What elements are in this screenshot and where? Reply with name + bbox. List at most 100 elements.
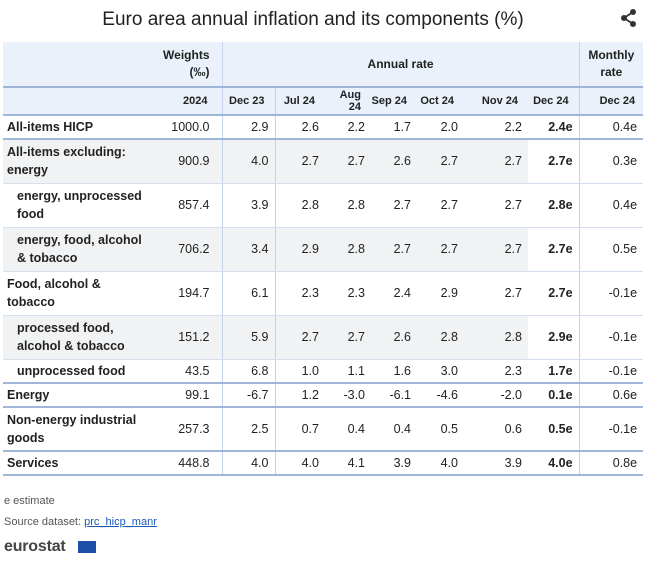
annual-rate-cell: 3.4 <box>222 227 276 272</box>
annual-rate-header: Annual rate <box>222 42 580 87</box>
eu-flag-icon <box>78 541 96 553</box>
row-label: Food, alcohol & tobacco <box>3 271 151 316</box>
annual-rate-cell: 4.0e <box>528 450 580 476</box>
annual-rate-cell: 2.3 <box>275 271 325 316</box>
monthly-rate-cell: 0.6e <box>579 382 644 408</box>
annual-rate-cell: 3.9 <box>464 450 528 476</box>
header-blank-cell <box>3 42 151 87</box>
table-row: All-items HICP 1000.0 2.9 2.6 2.2 1.7 2.0 2.2 2.… <box>3 115 644 140</box>
share-icon[interactable] <box>619 8 639 28</box>
annual-rate-cell: -3.0 <box>325 382 371 408</box>
monthly-rate-cell: 0.4e <box>579 183 644 228</box>
row-label: unprocessed food <box>3 359 151 384</box>
annual-rate-cell: 0.5e <box>528 406 580 452</box>
month-header: Nov 24 <box>464 86 528 116</box>
weight-cell: 194.7 <box>151 271 223 316</box>
table-row: Services 448.8 4.0 4.0 4.1 3.9 4.0 3.9 4.0e 0.8e <box>3 450 644 476</box>
weight-cell: 43.5 <box>151 359 223 384</box>
eurostat-logo: eurostat <box>4 538 66 555</box>
annual-rate-cell: 0.1e <box>528 382 580 408</box>
annual-rate-cell: 0.5 <box>417 406 464 452</box>
row-label: energy, unprocessed food <box>3 183 151 228</box>
annual-rate-cell: 2.7 <box>417 183 464 228</box>
annual-rate-cell: 2.7 <box>464 227 528 272</box>
month-header: Dec 24 <box>528 86 580 116</box>
annual-rate-cell: 2.7 <box>464 183 528 228</box>
annual-rate-cell: 2.8e <box>528 183 580 228</box>
annual-rate-cell: 0.4 <box>371 406 417 452</box>
monthly-rate-cell: -0.1e <box>579 271 644 316</box>
annual-rate-cell: 2.7 <box>464 139 528 184</box>
month-header: Dec 23 <box>222 86 276 116</box>
monthly-rate-cell: -0.1e <box>579 359 644 384</box>
annual-rate-cell: 2.7 <box>371 183 417 228</box>
weights-header: Weights (‰) <box>151 42 223 87</box>
chart-title: Euro area annual inflation and its compo… <box>102 9 524 30</box>
annual-rate-cell: 2.5 <box>222 406 276 452</box>
monthly-rate-cell: -0.1e <box>579 315 644 360</box>
annual-rate-cell: 2.8 <box>275 183 325 228</box>
table-row: energy, food, alcohol & tobacco 706.2 3.4 2… <box>3 227 644 272</box>
table-row: Food, alcohol & tobacco 194.7 6.1 2.3 2.3 2.4… <box>3 271 644 316</box>
annual-rate-cell: 4.1 <box>325 450 371 476</box>
row-label: energy, food, alcohol & tobacco <box>3 227 151 272</box>
annual-rate-cell: 4.0 <box>222 450 276 476</box>
annual-rate-cell: -6.1 <box>371 382 417 408</box>
annual-rate-cell: 2.7 <box>464 271 528 316</box>
weight-cell: 151.2 <box>151 315 223 360</box>
annual-rate-cell: 3.9 <box>371 450 417 476</box>
table-row: energy, unprocessed food 857.4 3.9 2.8 2.8 2.… <box>3 183 644 228</box>
inflation-table: Weights (‰) Annual rate Monthly rate 202… <box>3 42 644 476</box>
annual-rate-cell: 2.9e <box>528 315 580 360</box>
row-label: All-items excluding: energy <box>3 139 151 184</box>
annual-rate-cell: 2.7e <box>528 139 580 184</box>
annual-rate-cell: 1.7 <box>371 115 417 140</box>
annual-rate-cell: 2.3 <box>325 271 371 316</box>
annual-rate-cell: 4.0 <box>222 139 276 184</box>
monthly-rate-cell: 0.4e <box>579 115 644 140</box>
annual-rate-cell: -4.6 <box>417 382 464 408</box>
row-label: All-items HICP <box>3 115 151 140</box>
annual-rate-cell: 3.0 <box>417 359 464 384</box>
annual-rate-cell: 1.1 <box>325 359 371 384</box>
weight-cell: 99.1 <box>151 382 223 408</box>
month-header: Oct 24 <box>417 86 464 116</box>
annual-rate-cell: 2.9 <box>222 115 276 140</box>
annual-rate-cell: 2.8 <box>325 227 371 272</box>
annual-rate-cell: 2.7 <box>325 315 371 360</box>
table-row: Non-energy industrial goods 257.3 2.5 0.7 0.… <box>3 406 644 452</box>
annual-rate-cell: 2.4 <box>371 271 417 316</box>
monthly-rate-cell: 0.5e <box>579 227 644 272</box>
annual-rate-cell: 2.7 <box>275 315 325 360</box>
annual-rate-cell: 2.2 <box>325 115 371 140</box>
annual-rate-cell: 2.3 <box>464 359 528 384</box>
annual-rate-cell: 2.9 <box>417 271 464 316</box>
annual-rate-cell: 2.4e <box>528 115 580 140</box>
annual-rate-cell: 1.7e <box>528 359 580 384</box>
estimate-note: e estimate <box>4 495 55 507</box>
weight-cell: 448.8 <box>151 450 223 476</box>
monthly-rate-cell: -0.1e <box>579 406 644 452</box>
source-label: Source dataset: <box>4 516 85 528</box>
annual-rate-cell: 2.7 <box>275 139 325 184</box>
annual-rate-cell: 5.9 <box>222 315 276 360</box>
annual-rate-cell: 0.6 <box>464 406 528 452</box>
monthly-rate-cell: 0.3e <box>579 139 644 184</box>
table-row: All-items excluding: energy 900.9 4.0 2.7 2.… <box>3 139 644 184</box>
annual-rate-cell: 1.0 <box>275 359 325 384</box>
annual-rate-cell: 2.9 <box>275 227 325 272</box>
annual-rate-cell: 6.8 <box>222 359 276 384</box>
annual-rate-cell: 2.6 <box>371 139 417 184</box>
row-label: processed food, alcohol & tobacco <box>3 315 151 360</box>
monthly-rate-header: Monthly rate <box>588 48 635 79</box>
annual-rate-cell: 2.7e <box>528 271 580 316</box>
annual-rate-cell: 2.7 <box>417 227 464 272</box>
annual-rate-cell: 2.7 <box>325 139 371 184</box>
source-dataset-link[interactable]: prc_hicp_manr <box>84 516 157 528</box>
weights-year-header: 2024 <box>151 86 223 116</box>
annual-rate-cell: 2.2 <box>464 115 528 140</box>
row-label: Non-energy industrial goods <box>3 406 151 452</box>
weight-cell: 857.4 <box>151 183 223 228</box>
annual-rate-cell: 0.7 <box>275 406 325 452</box>
row-label: Energy <box>3 382 151 408</box>
